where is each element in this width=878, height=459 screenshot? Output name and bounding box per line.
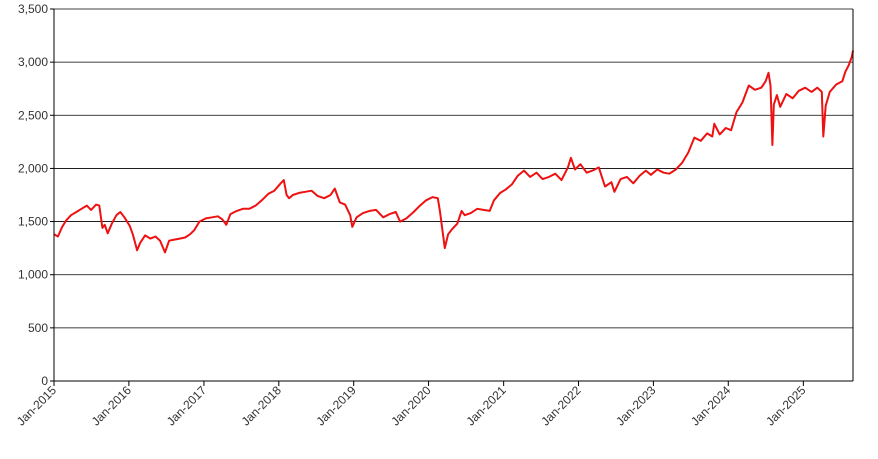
y-tick-label: 1,500 xyxy=(18,215,48,229)
y-axis-ticks: 0 500 1,000 1,500 2,000 2,500 3,000 3,500 xyxy=(18,2,54,388)
y-tick-label: 1,000 xyxy=(18,268,48,282)
y-tick-label: 2,000 xyxy=(18,161,48,175)
x-tick-label: Jan-2025 xyxy=(763,383,809,429)
x-tick-label: Jan-2015 xyxy=(14,383,60,429)
y-tick-label: 3,500 xyxy=(18,2,48,16)
x-tick-label: Jan-2020 xyxy=(388,383,434,429)
y-tick-label: 500 xyxy=(28,321,48,335)
series-line xyxy=(53,50,854,254)
axes xyxy=(53,9,854,382)
x-tick-label: Jan-2024 xyxy=(688,383,734,429)
grid-lines xyxy=(54,8,853,329)
y-tick-label: 3,000 xyxy=(18,55,48,69)
x-tick-label: Jan-2023 xyxy=(613,383,659,429)
x-axis-ticks: Jan-2015 Jan-2016 Jan-2017 Jan-2018 Jan-2019… xyxy=(14,381,809,429)
x-tick-label: Jan-2016 xyxy=(89,383,135,429)
x-tick-label: Jan-2022 xyxy=(538,383,584,429)
x-tick-label: Jan-2021 xyxy=(463,383,509,429)
y-tick-label: 0 xyxy=(41,374,48,388)
x-tick-label: Jan-2019 xyxy=(314,383,360,429)
x-tick-label: Jan-2018 xyxy=(239,383,285,429)
y-tick-label: 2,500 xyxy=(18,108,48,122)
x-tick-label: Jan-2017 xyxy=(164,383,210,429)
series-layer xyxy=(53,50,854,254)
